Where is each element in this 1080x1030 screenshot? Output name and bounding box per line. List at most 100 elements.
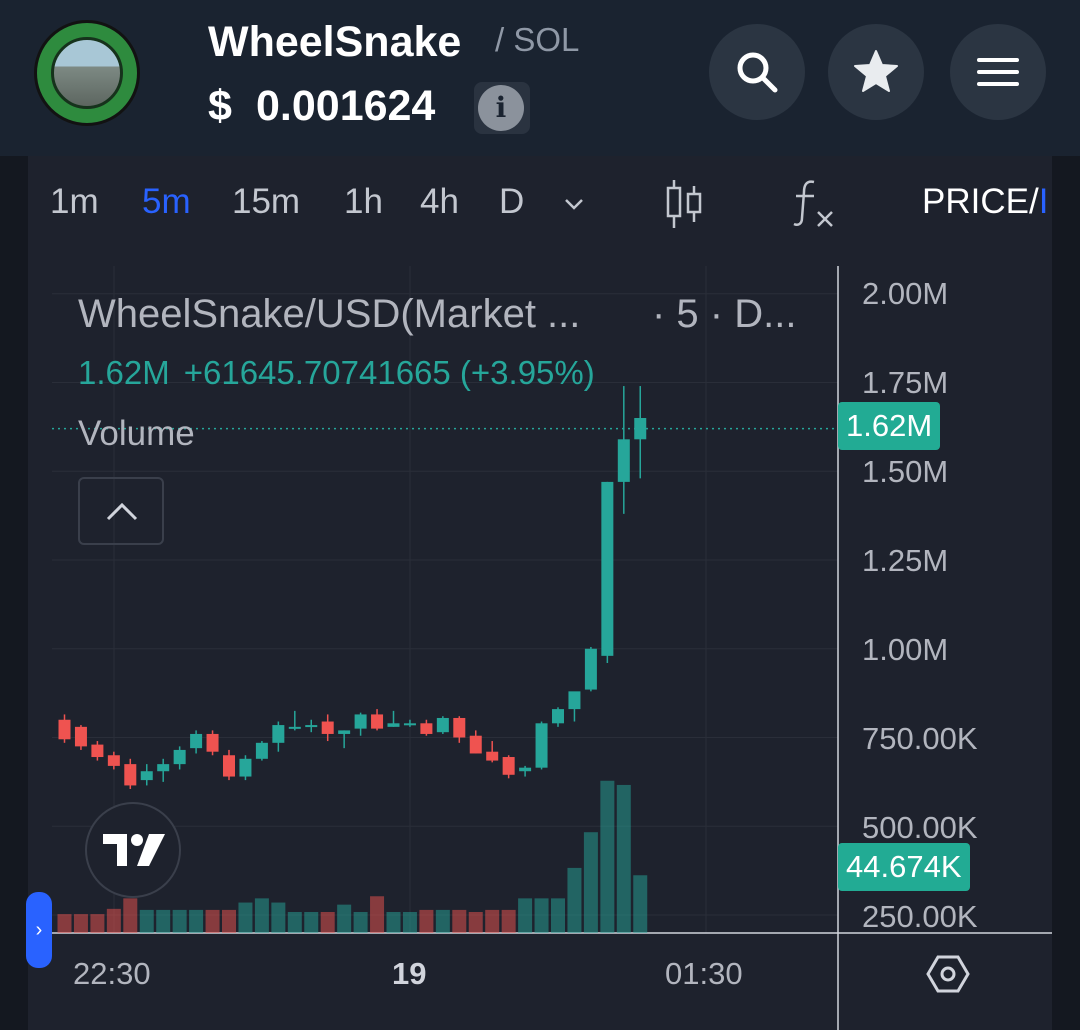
price-market-cap-toggle[interactable]: PRICE/I [922, 182, 1049, 221]
volume-bar [353, 912, 368, 933]
y-axis-label: 250.00K [862, 899, 978, 934]
volume-bar [468, 912, 483, 933]
volume-bar [139, 909, 154, 933]
candle-body [305, 725, 318, 728]
candle-body [420, 723, 433, 734]
candle-body [272, 725, 285, 743]
volume-bar [205, 909, 220, 933]
candle-body [453, 717, 466, 738]
legend-change: +61645.70741665 (+3.95%) [183, 354, 595, 391]
x-axis-label: 01:30 [665, 956, 743, 991]
candle-body [436, 717, 449, 733]
price-currency: $ [208, 82, 232, 130]
pair-suffix: / SOL [495, 21, 580, 58]
candle-body [91, 744, 104, 758]
token-logo [34, 20, 140, 126]
volume-bar [254, 898, 269, 933]
candle-body [239, 758, 252, 777]
search-icon [737, 52, 778, 93]
volume-bar [73, 914, 88, 933]
timeframe-5m[interactable]: 5m [142, 182, 191, 221]
timeframe-1m[interactable]: 1m [50, 182, 99, 221]
token-price: 0.001624 [256, 82, 436, 130]
indicators-fx-icon[interactable] [792, 178, 838, 230]
volume-bar [238, 902, 253, 933]
chart-toolbar: 1m 5m 15m 1h 4h D PRICE/I [28, 156, 1052, 248]
volume-bar [534, 898, 549, 933]
volume-bar [386, 912, 401, 933]
collapse-legend-button[interactable] [78, 477, 164, 545]
tradingview-logo[interactable] [85, 802, 181, 898]
chart-panel[interactable]: 1m 5m 15m 1h 4h D PRICE/I WheelSnake/USD… [26, 156, 1052, 1030]
volume-bar [172, 909, 187, 933]
candle-body [601, 481, 614, 656]
search-button[interactable] [709, 24, 805, 120]
candle-body [568, 691, 581, 710]
timeframe-d[interactable]: D [499, 182, 525, 221]
chart-legend-values: 1.62M +61645.70741665 (+3.95%) [78, 354, 609, 392]
token-name: WheelSnake [208, 18, 462, 66]
price-chart[interactable] [28, 156, 1052, 1030]
volume-bar [419, 909, 434, 933]
candle-body [502, 757, 515, 775]
candle-body [74, 726, 87, 747]
chart-settings-icon[interactable] [926, 954, 970, 994]
volume-bar [106, 908, 121, 933]
candle-body [288, 726, 301, 729]
candle-body [107, 755, 120, 766]
y-axis-label: 1.75M [862, 365, 949, 400]
app-header: WheelSnake / SOL $ 0.001624 i [0, 0, 1080, 156]
candle-body [519, 767, 532, 772]
candle-body [469, 735, 482, 754]
volume-bar [583, 832, 598, 933]
volume-bar [287, 912, 302, 933]
volume-bar [189, 909, 204, 933]
candle-body [190, 733, 203, 749]
candle-body [584, 648, 597, 690]
x-axis-label: 22:30 [73, 956, 151, 991]
timeframe-15m[interactable]: 15m [232, 182, 301, 221]
volume-bar [600, 780, 615, 933]
chevron-down-icon[interactable] [560, 190, 588, 218]
candle-body [486, 751, 499, 761]
timeframe-1h[interactable]: 1h [344, 182, 383, 221]
y-axis-label: 500.00K [862, 810, 978, 845]
candle-body [223, 755, 235, 777]
candle-body [371, 714, 384, 729]
sidebar-expand-handle[interactable]: › [26, 892, 52, 968]
volume-bar [337, 904, 352, 933]
volume-bar [222, 909, 236, 933]
chart-legend-interval: · 5 · D... [652, 292, 797, 336]
volume-bar [370, 896, 385, 933]
star-icon [854, 50, 898, 92]
last-price-badge: 1.62M [838, 402, 941, 450]
volume-bar [156, 909, 171, 933]
volume-bar [452, 909, 467, 933]
y-axis-label: 2.00M [862, 276, 949, 311]
candle-body [321, 721, 334, 734]
volume-bar [435, 909, 450, 933]
favorite-button[interactable] [828, 24, 924, 120]
candle-body [173, 749, 186, 765]
tradingview-logo-icon [103, 834, 165, 866]
menu-icon [977, 58, 1019, 86]
candlestick-icon[interactable] [664, 178, 704, 230]
y-axis-label: 750.00K [862, 721, 978, 756]
candle-body [535, 723, 548, 768]
legend-last-value: 1.62M [78, 354, 170, 391]
candle-body [354, 714, 367, 729]
candle-body [403, 723, 416, 726]
volume-bar [123, 898, 138, 933]
last-volume-badge: 44.674K [838, 843, 970, 891]
info-button[interactable]: i [474, 82, 530, 134]
volume-label: Volume [78, 414, 195, 453]
volume-bar [320, 912, 335, 933]
volume-bar [567, 867, 582, 933]
timeframe-4h[interactable]: 4h [420, 182, 459, 221]
candle-body [552, 709, 564, 724]
volume-bar [271, 902, 286, 933]
chart-legend-title: WheelSnake/USD(Market ... [78, 292, 581, 336]
candle-body [157, 764, 170, 772]
volume-bar [518, 898, 533, 933]
menu-button[interactable] [950, 24, 1046, 120]
